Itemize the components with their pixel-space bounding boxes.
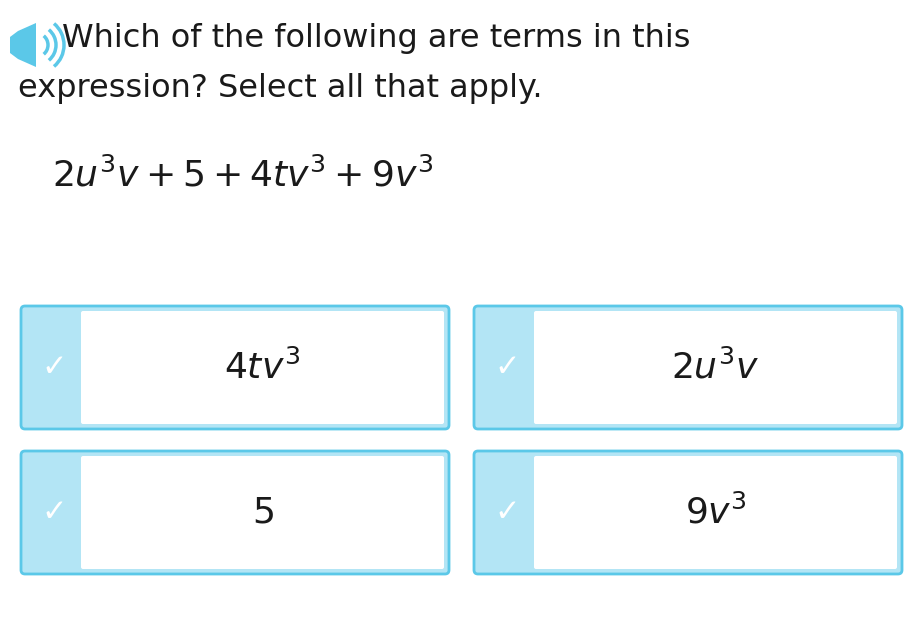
Text: ✓: ✓ — [42, 498, 66, 527]
Text: $2u^{3}v + 5 + 4tv^{3} + 9v^{3}$: $2u^{3}v + 5 + 4tv^{3} + 9v^{3}$ — [52, 157, 433, 193]
FancyBboxPatch shape — [81, 456, 444, 569]
Text: $5$: $5$ — [252, 496, 273, 529]
FancyBboxPatch shape — [21, 451, 449, 574]
Text: ✓: ✓ — [494, 353, 520, 382]
Text: Which of the following are terms in this: Which of the following are terms in this — [62, 23, 690, 54]
FancyBboxPatch shape — [21, 306, 449, 429]
Text: $9v^{3}$: $9v^{3}$ — [685, 495, 747, 530]
Text: ✓: ✓ — [42, 353, 66, 382]
Text: ✓: ✓ — [494, 498, 520, 527]
Polygon shape — [10, 31, 18, 59]
FancyBboxPatch shape — [534, 311, 897, 424]
FancyBboxPatch shape — [534, 456, 897, 569]
FancyBboxPatch shape — [474, 306, 902, 429]
Text: expression? Select all that apply.: expression? Select all that apply. — [18, 72, 543, 103]
Text: $4tv^{3}$: $4tv^{3}$ — [224, 350, 301, 386]
Text: $2u^{3}v$: $2u^{3}v$ — [671, 350, 760, 386]
FancyBboxPatch shape — [474, 451, 902, 574]
FancyBboxPatch shape — [81, 311, 444, 424]
Polygon shape — [18, 23, 36, 67]
